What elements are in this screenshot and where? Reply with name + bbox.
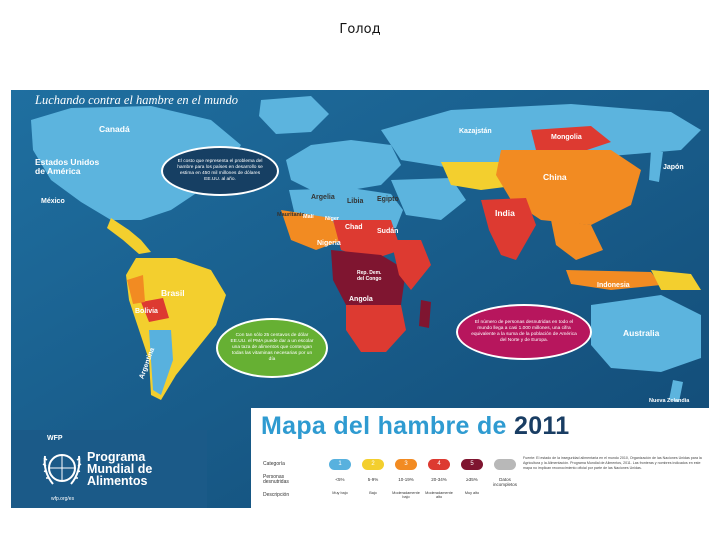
legend-swatch-3: 3 xyxy=(395,459,417,470)
label-china: China xyxy=(543,172,567,182)
label-nueva-zelandia: Nueva Zelandia xyxy=(649,398,690,404)
label-usa: Estados Unidos de América xyxy=(35,157,100,176)
map-title-main: Mapa del hambre de xyxy=(261,412,507,440)
greenland-landmass xyxy=(259,96,329,134)
southeast-asia xyxy=(551,220,603,260)
label-nigeria: Nigeria xyxy=(317,240,341,247)
wfp-url: wfp.org/es xyxy=(51,496,75,502)
wfp-name-line3: Alimentos xyxy=(87,474,148,488)
madagascar xyxy=(419,300,431,328)
argentina-region xyxy=(149,330,173,395)
label-mauritania: Mauritania xyxy=(277,212,305,218)
label-libia: Libia xyxy=(347,198,364,205)
mongolia-region xyxy=(531,126,611,152)
wfp-name: Programa Mundial de Alimentos xyxy=(87,450,153,488)
legend-panel: Mapa del hambre de 2011 Categoría Person… xyxy=(251,408,709,508)
legend-pct-4: 20-34% xyxy=(431,477,447,482)
label-australia: Australia xyxy=(623,328,660,338)
legend-pct-6: Datos incompletos xyxy=(492,477,517,487)
label-egipto: Egipto xyxy=(377,196,399,203)
label-brasil: Brasil xyxy=(161,288,185,298)
slide-title: Голод xyxy=(339,22,381,37)
central-america-landmass xyxy=(107,218,151,254)
africa-east xyxy=(391,240,431,290)
label-kazajstan: Kazajstán xyxy=(459,128,492,135)
map-title: Mapa del hambre de 2011 xyxy=(261,412,569,441)
south-america-landmass xyxy=(126,258,226,400)
africa-west xyxy=(281,210,343,250)
label-bolivia: Bolivia xyxy=(135,308,158,315)
label-argelia: Argelia xyxy=(311,194,335,201)
legend-swatch-4: 4 xyxy=(428,459,450,470)
papua-region xyxy=(651,270,701,290)
label-india: India xyxy=(495,208,515,218)
map-notes: Fuente: El estado de la inseguridad alim… xyxy=(523,456,702,470)
new-zealand-landmass xyxy=(669,380,683,402)
middle-east xyxy=(391,178,466,220)
europe-landmass xyxy=(286,140,401,190)
africa-south xyxy=(346,305,406,352)
hunger-legend: Categoría Personas desnutridas Descripci… xyxy=(263,458,519,504)
poster-heading: Luchando contra el hambre en el mundo xyxy=(35,93,238,107)
map-title-year: 2011 xyxy=(514,412,570,440)
info-bubble-undernourished: El número de personas desnutridas en tod… xyxy=(456,304,592,360)
africa-central xyxy=(331,250,406,320)
bolivia-region xyxy=(141,298,169,322)
legend-desc-5: Muy alto xyxy=(464,491,480,495)
legend-desc-3: Moderadamente bajo xyxy=(392,491,420,499)
legend-desc-2: Bajo xyxy=(369,491,377,495)
legend-pct-3: 10-19% xyxy=(398,477,414,482)
hunger-map-poster: Luchando contra el hambre en el mundo Ca… xyxy=(11,90,709,508)
legend-row-description: Descripción xyxy=(263,492,290,498)
label-japon: Japón xyxy=(663,164,684,171)
legend-swatch-1: 1 xyxy=(329,459,351,470)
wfp-tag: WFP xyxy=(47,435,63,442)
info-bubble-cost: El costo que representa el problema del … xyxy=(161,146,279,196)
wfp-logo-block: WFP Programa Mundial de Alimentos wfp.or… xyxy=(11,430,207,508)
legend-desc-1: Muy bajo xyxy=(332,491,348,495)
label-mali: Malí xyxy=(303,214,314,220)
label-sudan: Sudán xyxy=(377,228,399,235)
info-bubble-school-meal: Con tan sólo 25 centavos de dólar EE.UU.… xyxy=(216,318,328,378)
legend-row-category: Categoría xyxy=(263,461,285,467)
legend-pct-2: 5-9% xyxy=(367,477,379,482)
legend-swatch-5: 5 xyxy=(461,459,483,470)
label-niger: Níger xyxy=(325,216,340,222)
legend-pct-5: ≥35% xyxy=(466,477,478,482)
wfp-name-line1: Programa xyxy=(87,450,146,464)
indonesia-region xyxy=(566,270,661,290)
label-canada: Canadá xyxy=(99,124,130,134)
legend-row-undernourished: Personas desnutridas xyxy=(263,474,289,485)
legend-swatch-6 xyxy=(494,459,516,470)
label-chad: Chad xyxy=(345,224,363,231)
japan-region xyxy=(649,150,663,182)
label-congo: Rep. Dem. del Congo xyxy=(357,270,382,282)
label-indonesia: Indonesia xyxy=(597,282,630,289)
label-angola: Angola xyxy=(349,296,373,303)
china-region xyxy=(496,150,641,225)
india-region xyxy=(481,198,536,260)
legend-swatch-2: 2 xyxy=(362,459,384,470)
wfp-emblem-icon xyxy=(42,454,82,485)
wfp-name-line2: Mundial de xyxy=(87,462,153,476)
australia-landmass xyxy=(591,295,701,372)
legend-desc-4: Moderadamente alto xyxy=(425,491,453,499)
label-mexico: México xyxy=(41,198,65,205)
legend-pct-1: <5% xyxy=(335,477,345,482)
label-mongolia: Mongolia xyxy=(551,134,582,141)
peru-region xyxy=(127,275,145,304)
africa-sahel xyxy=(333,220,401,260)
